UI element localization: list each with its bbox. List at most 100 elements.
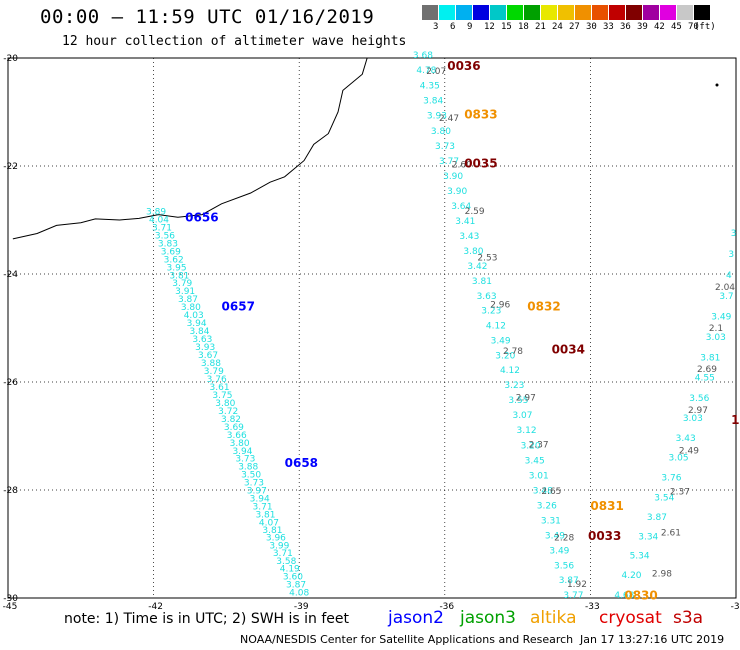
swh-value-label: 3.79 xyxy=(204,367,224,377)
legend-swatch xyxy=(592,5,609,20)
satellite-s3a: s3a xyxy=(673,608,704,628)
swh-value-label: 3.71 xyxy=(273,549,293,559)
swh-value-label: 3.77 xyxy=(439,157,459,167)
swh-value-label: 3.77 xyxy=(563,591,583,601)
swh-value-label: 3.71 xyxy=(253,503,273,513)
color-legend xyxy=(422,5,711,20)
swh-value-label: 3.43 xyxy=(459,232,479,242)
lat-tick-label: -28 xyxy=(3,486,18,496)
legend-label: 42 xyxy=(654,22,665,32)
swh-value-label: 3.89 xyxy=(146,208,166,218)
page-title: 00:00 – 11:59 UTC 01/16/2019 xyxy=(40,6,375,28)
legend-label: (ft) xyxy=(694,22,716,32)
swh-value-label: 3.49 xyxy=(711,313,731,323)
legend-label: 6 xyxy=(450,22,456,32)
swh-value-label-grey: 2.1 xyxy=(709,324,723,334)
legend-label: 12 xyxy=(484,22,495,32)
swh-value-label: 3.87 xyxy=(178,295,198,305)
pass-time-label: 0034 xyxy=(552,343,585,357)
legend-label: 70 xyxy=(688,22,699,32)
swh-value-label-grey: 2.98 xyxy=(652,569,672,579)
swh-value-label: 3.76 xyxy=(207,375,227,385)
swh-value-label: 3.03 xyxy=(683,414,703,424)
swh-value-label: 3.82 xyxy=(221,415,241,425)
swh-value-label: 3.68 xyxy=(413,51,433,61)
satellite-cryosat: cryosat xyxy=(599,608,662,628)
swh-value-label: 3.73 xyxy=(244,479,264,489)
swh-value-label: 3.64 xyxy=(451,202,471,212)
swh-value-label: 3.90 xyxy=(443,172,463,182)
legend-swatch xyxy=(490,5,507,20)
swh-value-label: 3.34 xyxy=(638,532,658,542)
pass-time-label: 0832 xyxy=(527,299,560,313)
legend-swatch xyxy=(575,5,592,20)
legend-swatch xyxy=(524,5,541,20)
swh-value-label: 3.56 xyxy=(554,561,574,571)
legend-label: 30 xyxy=(586,22,597,32)
swh-value-label: 3.50 xyxy=(241,471,261,481)
legend-swatch xyxy=(541,5,558,20)
pass-time-label: 0833 xyxy=(464,108,497,122)
lon-tick-label: -33 xyxy=(585,602,600,612)
legend-swatch xyxy=(558,5,575,20)
swh-value-label: 3.97 xyxy=(247,487,267,497)
swh-value-label: 3.80 xyxy=(215,399,235,409)
swh-value-label: 4.20 xyxy=(621,571,641,581)
satellite-jason3: jason3 xyxy=(460,608,516,628)
swh-value-label: 4.03 xyxy=(184,311,204,321)
legend-label: 9 xyxy=(467,22,473,32)
swh-value-label: 3.90 xyxy=(447,187,467,197)
swh-value-label-grey: 2.28 xyxy=(554,534,574,544)
swh-value-label: 4.08 xyxy=(289,588,309,598)
swh-value-label: 3.80 xyxy=(230,439,250,449)
legend-swatch xyxy=(507,5,524,20)
legend-label: 36 xyxy=(620,22,631,32)
swh-value-label: 3.12 xyxy=(517,426,537,436)
swh-value-label: 3.80 xyxy=(463,247,483,257)
legend-label: 15 xyxy=(501,22,512,32)
legend-label: 18 xyxy=(518,22,529,32)
swh-value-label: 3.07 xyxy=(512,411,532,421)
swh-value-label: 3.49 xyxy=(545,532,565,542)
swh-value-label: 3.73 xyxy=(235,455,255,465)
swh-value-label: 3.81 xyxy=(255,511,275,521)
swh-value-label: 3.94 xyxy=(187,319,207,329)
swh-value-label: 3.23 xyxy=(481,307,501,317)
legend-swatch xyxy=(643,5,660,20)
swh-value-label: 3.71 xyxy=(152,223,172,233)
legend-swatch xyxy=(609,5,626,20)
swh-value-label: 3.56 xyxy=(155,231,175,241)
page-subtitle: 12 hour collection of altimeter wave hei… xyxy=(62,34,407,49)
swh-value-label: 4.55 xyxy=(695,374,715,384)
legend-swatch xyxy=(626,5,643,20)
lat-tick-label: -20 xyxy=(3,54,18,64)
swh-value-label: 3.81 xyxy=(169,271,189,281)
swh-value-label-grey: 2.59 xyxy=(465,207,485,217)
legend-label: 33 xyxy=(603,22,614,32)
pass-time-label: 0036 xyxy=(447,59,480,73)
swh-value-label: 3.76 xyxy=(661,474,681,484)
pass-time-label: 0831 xyxy=(590,499,623,513)
swh-value-label-grey: 2.07 xyxy=(426,67,446,77)
swh-value-label: 3.81 xyxy=(262,526,282,536)
legend-swatch xyxy=(694,5,711,20)
swh-value-label: 3.20 xyxy=(521,441,541,451)
lon-tick-label: -42 xyxy=(148,602,163,612)
swh-value-label: 4.78 xyxy=(416,66,436,76)
legend-swatch xyxy=(677,5,694,20)
swh-value-label: 3.83 xyxy=(158,239,178,249)
swh-value-label: 3.84 xyxy=(189,327,209,337)
swh-value-label: 3 xyxy=(728,250,734,260)
pass-time-label: 0658 xyxy=(285,456,318,470)
swh-value-label: 3.84 xyxy=(423,97,443,107)
swh-value-label: 3.67 xyxy=(198,351,218,361)
legend-swatch xyxy=(439,5,456,20)
swh-value-label: 4.12 xyxy=(486,322,506,332)
swh-value-label: 4.12 xyxy=(500,366,520,376)
pass-time-label: 0830 xyxy=(624,588,657,602)
swh-value-label: 3.93 xyxy=(427,112,447,122)
map-frame xyxy=(7,57,737,599)
legend-swatch xyxy=(422,5,439,20)
coastline xyxy=(12,57,368,240)
